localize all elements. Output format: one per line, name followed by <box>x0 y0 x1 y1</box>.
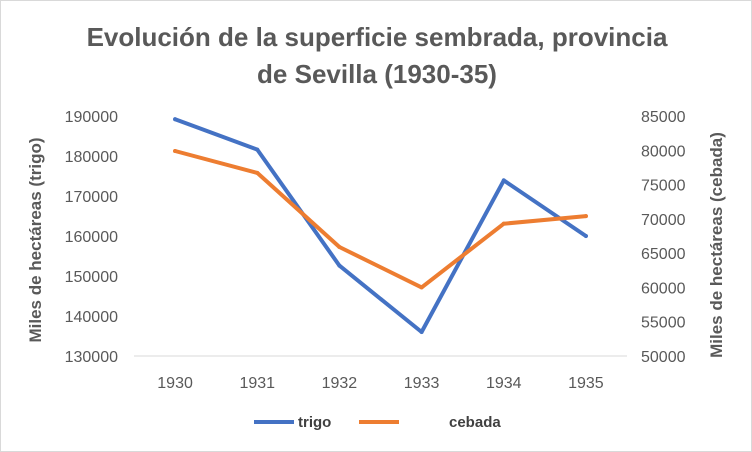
chart-title-line-2: de Sevilla (1930-35) <box>257 59 497 89</box>
data-point-cebada <box>255 170 260 175</box>
series-line-cebada <box>173 149 588 290</box>
data-point-trigo <box>583 234 588 238</box>
legend-label-trigo: trigo <box>298 414 331 431</box>
x-tick-label: 1931 <box>239 375 275 392</box>
series-line-trigo <box>173 117 588 334</box>
right-tick-label: 50000 <box>641 349 686 366</box>
left-tick-label: 130000 <box>65 349 118 366</box>
left-tick-label: 180000 <box>65 149 118 166</box>
legend-label-cebada: cebada <box>449 414 501 431</box>
right-axis-title: Miles de hectáreas (cebada) <box>707 132 726 358</box>
left-axis-title: Miles de hectáreas (trigo) <box>26 137 45 342</box>
left-tick-label: 170000 <box>65 189 118 206</box>
left-tick-label: 140000 <box>65 309 118 326</box>
x-tick-label: 1935 <box>568 375 604 392</box>
left-tick-label: 190000 <box>65 109 118 126</box>
data-point-cebada <box>337 244 342 249</box>
data-point-trigo <box>337 263 342 268</box>
right-tick-label: 65000 <box>641 246 686 263</box>
data-point-cebada <box>173 148 178 153</box>
right-tick-label: 55000 <box>641 315 686 332</box>
data-point-cebada <box>419 285 424 290</box>
data-point-trigo <box>419 330 424 334</box>
data-point-trigo <box>173 117 178 122</box>
right-tick-label: 70000 <box>641 212 686 229</box>
data-point-cebada <box>583 214 588 219</box>
x-tick-label: 1932 <box>322 375 358 392</box>
data-point-trigo <box>255 147 260 152</box>
right-tick-label: 85000 <box>641 109 686 126</box>
x-tick-label: 1933 <box>404 375 440 392</box>
series-layer <box>173 117 588 334</box>
chart-title-line-1: Evolución de la superficie sembrada, pro… <box>87 22 668 52</box>
data-point-cebada <box>501 221 506 226</box>
right-tick-label: 60000 <box>641 280 686 297</box>
x-axis-ticks: 1930 1931 1932 1933 1934 1935 <box>157 375 604 392</box>
right-tick-label: 75000 <box>641 178 686 195</box>
data-point-trigo <box>501 178 506 183</box>
left-tick-label: 150000 <box>65 269 118 286</box>
left-axis-ticks: 130000 140000 150000 160000 170000 180000 1900… <box>65 109 118 366</box>
x-tick-label: 1934 <box>486 375 522 392</box>
x-tick-label: 1930 <box>157 375 193 392</box>
legend: trigo cebada <box>254 414 501 431</box>
right-tick-label: 80000 <box>641 143 686 160</box>
right-axis-ticks: 50000 55000 60000 65000 70000 75000 80000 85000 <box>641 109 686 366</box>
left-tick-label: 160000 <box>65 229 118 246</box>
